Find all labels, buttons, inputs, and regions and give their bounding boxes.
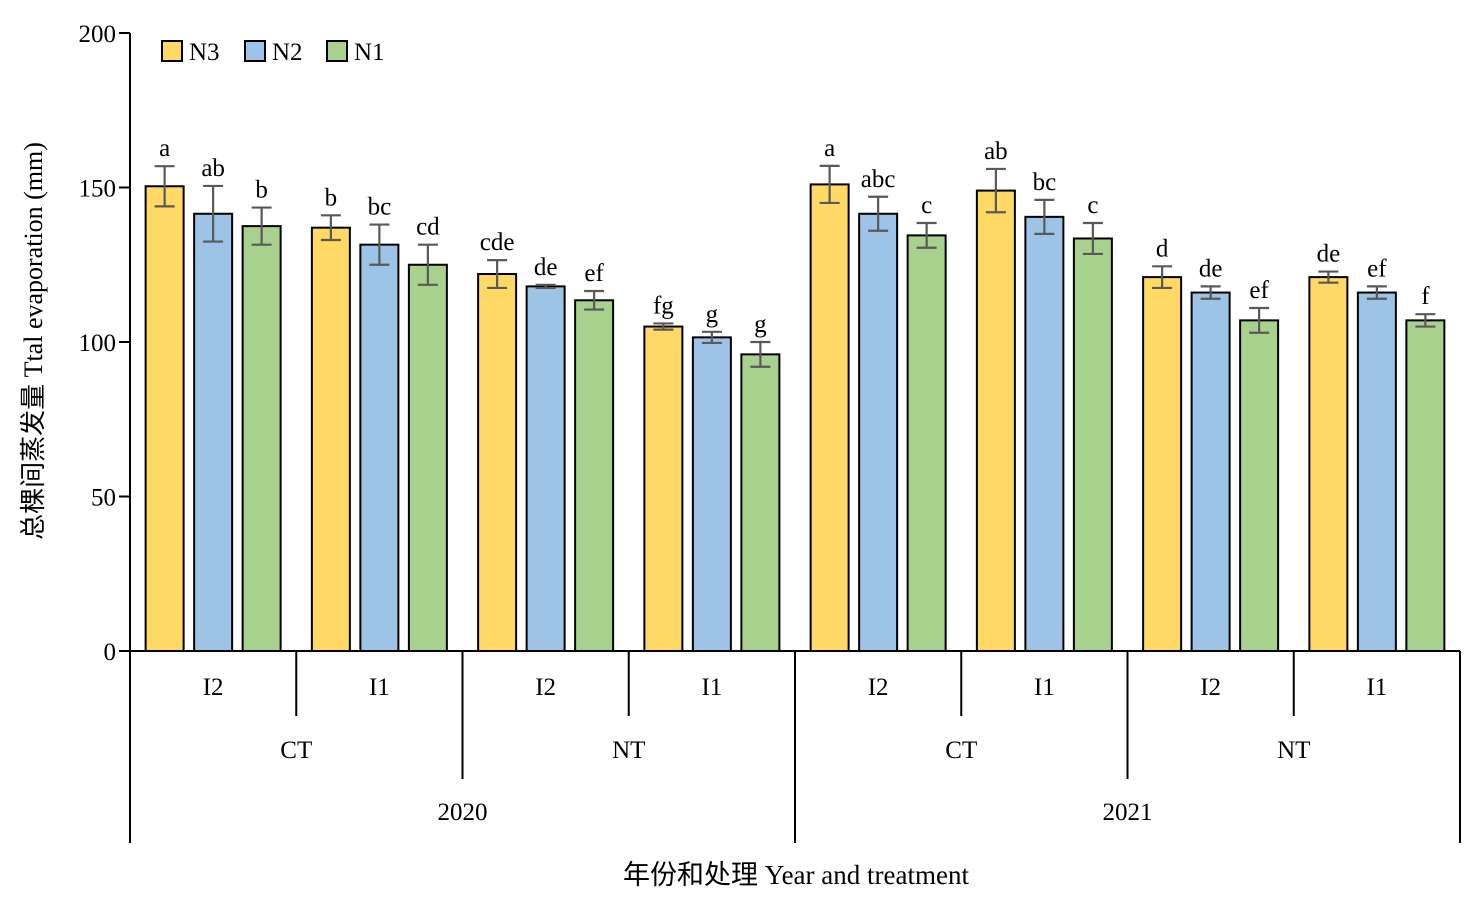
legend-swatch-n2 [244,40,266,62]
x-tick-label-tillage: NT [1277,737,1310,764]
bar-n2-5 [1024,215,1065,652]
significance-label: ef [1249,277,1269,304]
bar-n1-4 [906,234,947,653]
significance-label: de [1317,241,1341,268]
x-tick-label-year: 2020 [438,799,488,826]
bars-layer [144,183,1446,653]
y-axis-title: 总棵间蒸发量 Ttal evaporation (mm) [19,142,48,540]
x-tick-label-tillage: CT [280,737,312,764]
significance-label: b [255,177,268,204]
significance-label: bc [1033,169,1057,196]
bar-n1-0 [241,225,282,652]
axes-layer: 0 50 100 150 200 I2 I1 I2 I1 I2 I1 I2 I1 CT NT CT NT 2020… [79,21,1461,843]
bar-n3-5 [975,189,1016,652]
x-tick-label-irrigation: I1 [369,674,390,701]
bar-n1-6 [1239,319,1280,652]
y-tick-label: 100 [79,330,117,357]
bar-n1-5 [1072,237,1113,653]
significance-label: ab [984,138,1008,165]
bar-n3-1 [310,226,351,652]
legend-swatch-n3 [161,40,183,62]
y-tick-label: 200 [79,21,117,48]
legend-swatch-n1 [326,40,348,62]
bar-n2-2 [525,285,566,652]
bar-n2-6 [1190,291,1231,652]
y-tick-label: 50 [91,485,116,512]
x-tick-label-irrigation: I1 [1366,674,1387,701]
bar-n3-0 [144,185,185,652]
x-tick-label-irrigation: I1 [701,674,722,701]
x-tick-label-irrigation: I2 [203,674,224,701]
significance-label: abc [861,166,896,193]
significance-label: a [824,135,835,162]
significance-label: ef [584,260,604,287]
bar-n3-7 [1308,276,1349,652]
bar-n1-1 [407,263,448,652]
x-axis-title: 年份和处理 Year and treatment [623,860,969,890]
bar-n1-2 [574,299,615,652]
bar-n1-7 [1405,319,1446,652]
significance-label: d [1156,235,1169,262]
bar-n2-1 [359,243,400,652]
legend: N3 N2 N1 [161,39,385,66]
x-tick-label-irrigation: I2 [535,674,556,701]
x-tick-label-irrigation: I2 [868,674,889,701]
bar-n3-2 [477,273,518,652]
error-bars-layer [154,164,1436,368]
legend-label-n3: N3 [189,39,220,66]
x-tick-label-irrigation: I1 [1034,674,1055,701]
x-tick-label-year: 2021 [1103,799,1153,826]
significance-label: cde [480,229,515,256]
significance-label: f [1421,283,1430,310]
bar-n2-3 [691,336,732,652]
bar-n3-6 [1142,276,1183,652]
legend-label-n1: N1 [354,39,385,66]
significance-label: ab [201,155,225,182]
significance-label: fg [653,292,674,319]
x-tick-label-tillage: NT [612,737,645,764]
bar-n3-4 [809,183,850,652]
x-tick-label-irrigation: I2 [1200,674,1221,701]
significance-label: ef [1367,255,1387,282]
significance-label: de [534,254,558,281]
bar-n2-0 [193,212,234,652]
significance-label: c [921,192,932,219]
significance-label: g [706,301,719,328]
significance-label: b [325,184,338,211]
significance-label: c [1087,192,1098,219]
y-tick-label: 0 [104,639,117,666]
bar-n1-3 [740,353,781,652]
bar-n2-4 [858,212,899,652]
x-tick-label-tillage: CT [945,737,977,764]
significance-label: de [1199,255,1223,282]
y-tick-label: 150 [79,176,117,203]
significance-label: a [159,135,170,162]
bar-n3-3 [643,325,684,652]
significance-label: bc [368,194,392,221]
bar-n2-7 [1356,291,1397,652]
significance-label: g [754,311,767,338]
significance-label: cd [416,214,440,241]
legend-label-n2: N2 [272,39,303,66]
